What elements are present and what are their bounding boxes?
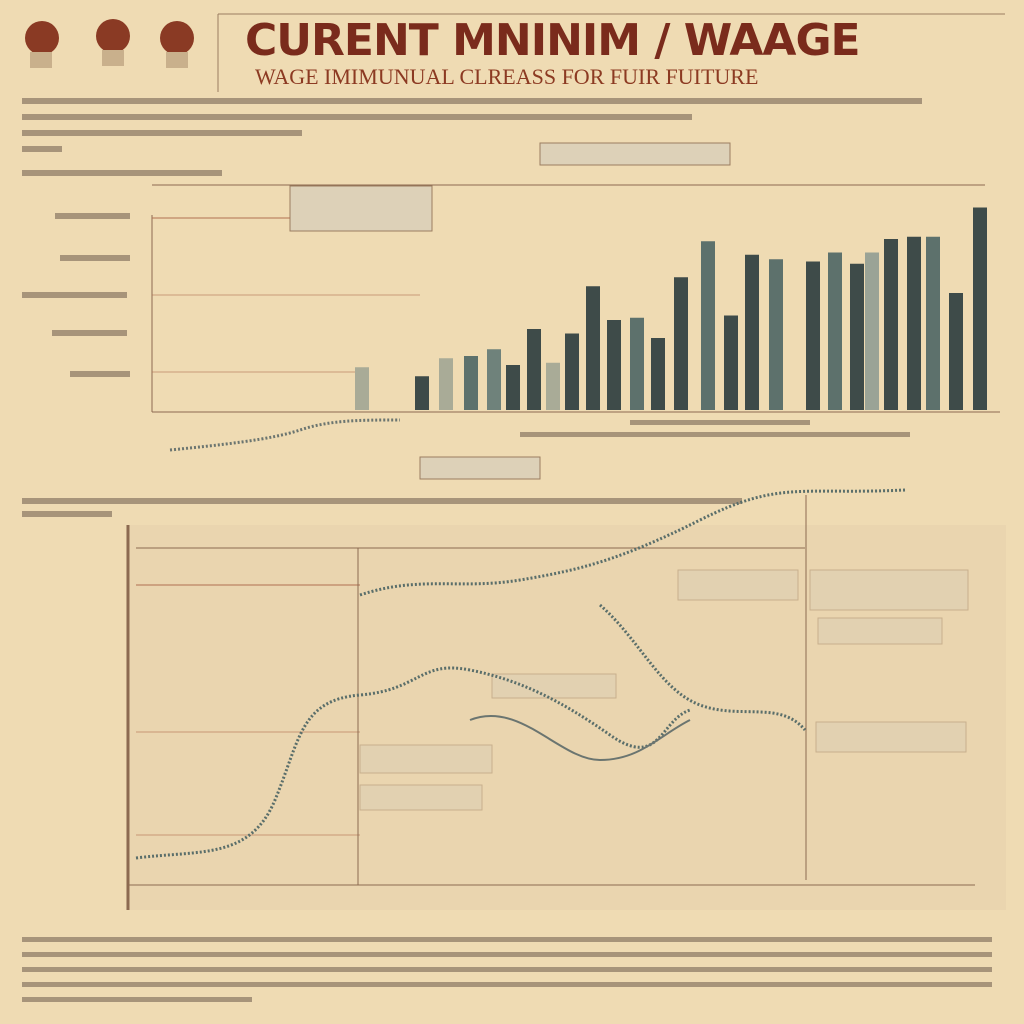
bar: [865, 252, 879, 410]
bar: [464, 356, 478, 410]
bar: [487, 349, 501, 410]
title: CURENT MNINIM / WAAGE: [245, 15, 860, 66]
bar: [724, 315, 738, 410]
bar-frame: [151, 184, 1000, 413]
bar: [701, 241, 715, 410]
bars: [355, 207, 987, 410]
illegible-text: [22, 98, 992, 1002]
bar: [769, 259, 783, 410]
bar: [607, 320, 621, 410]
bar: [884, 239, 898, 410]
bar: [651, 338, 665, 410]
bar: [439, 358, 453, 410]
bar: [415, 376, 429, 410]
bar: [586, 286, 600, 410]
bar: [973, 207, 987, 410]
bar: [745, 254, 759, 410]
bar: [806, 261, 820, 410]
line-chart: [126, 418, 1006, 910]
bar: [850, 263, 864, 410]
bar: [949, 293, 963, 410]
bar: [546, 362, 560, 410]
bar: [355, 367, 369, 410]
bar: [565, 333, 579, 410]
bar: [674, 277, 688, 410]
bar: [828, 252, 842, 410]
bar: [926, 236, 940, 410]
portraits: [25, 19, 194, 68]
bar: [527, 329, 541, 410]
bar: [907, 236, 921, 410]
bar: [630, 317, 644, 410]
subtitle: WAGE IMIMUNUAL CLREASS FOR FUIR FUITURE: [255, 64, 758, 89]
bar: [506, 365, 520, 410]
